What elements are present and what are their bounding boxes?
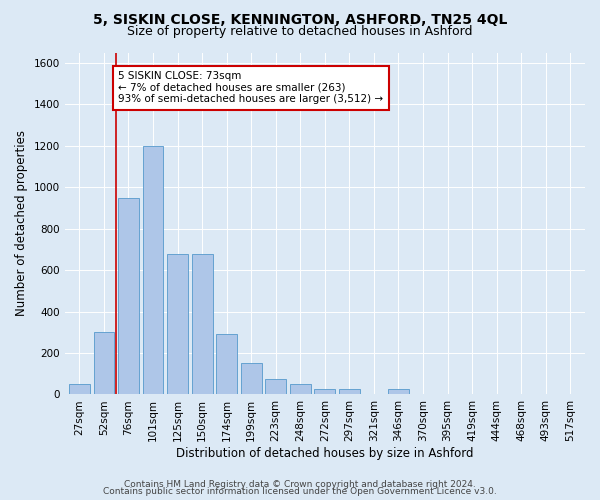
X-axis label: Distribution of detached houses by size in Ashford: Distribution of detached houses by size … bbox=[176, 447, 473, 460]
Bar bbox=[143, 146, 163, 394]
Bar bbox=[290, 384, 311, 394]
Text: Contains HM Land Registry data © Crown copyright and database right 2024.: Contains HM Land Registry data © Crown c… bbox=[124, 480, 476, 489]
Bar bbox=[314, 390, 335, 394]
Text: Contains public sector information licensed under the Open Government Licence v3: Contains public sector information licen… bbox=[103, 487, 497, 496]
Bar bbox=[339, 390, 360, 394]
Bar bbox=[69, 384, 90, 394]
Bar bbox=[265, 379, 286, 394]
Bar bbox=[388, 390, 409, 394]
Text: 5 SISKIN CLOSE: 73sqm
← 7% of detached houses are smaller (263)
93% of semi-deta: 5 SISKIN CLOSE: 73sqm ← 7% of detached h… bbox=[118, 71, 383, 104]
Bar bbox=[191, 254, 212, 394]
Bar bbox=[118, 198, 139, 394]
Y-axis label: Number of detached properties: Number of detached properties bbox=[15, 130, 28, 316]
Bar bbox=[167, 254, 188, 394]
Bar bbox=[94, 332, 115, 394]
Text: Size of property relative to detached houses in Ashford: Size of property relative to detached ho… bbox=[127, 25, 473, 38]
Text: 5, SISKIN CLOSE, KENNINGTON, ASHFORD, TN25 4QL: 5, SISKIN CLOSE, KENNINGTON, ASHFORD, TN… bbox=[93, 12, 507, 26]
Bar bbox=[241, 364, 262, 394]
Bar bbox=[216, 334, 237, 394]
